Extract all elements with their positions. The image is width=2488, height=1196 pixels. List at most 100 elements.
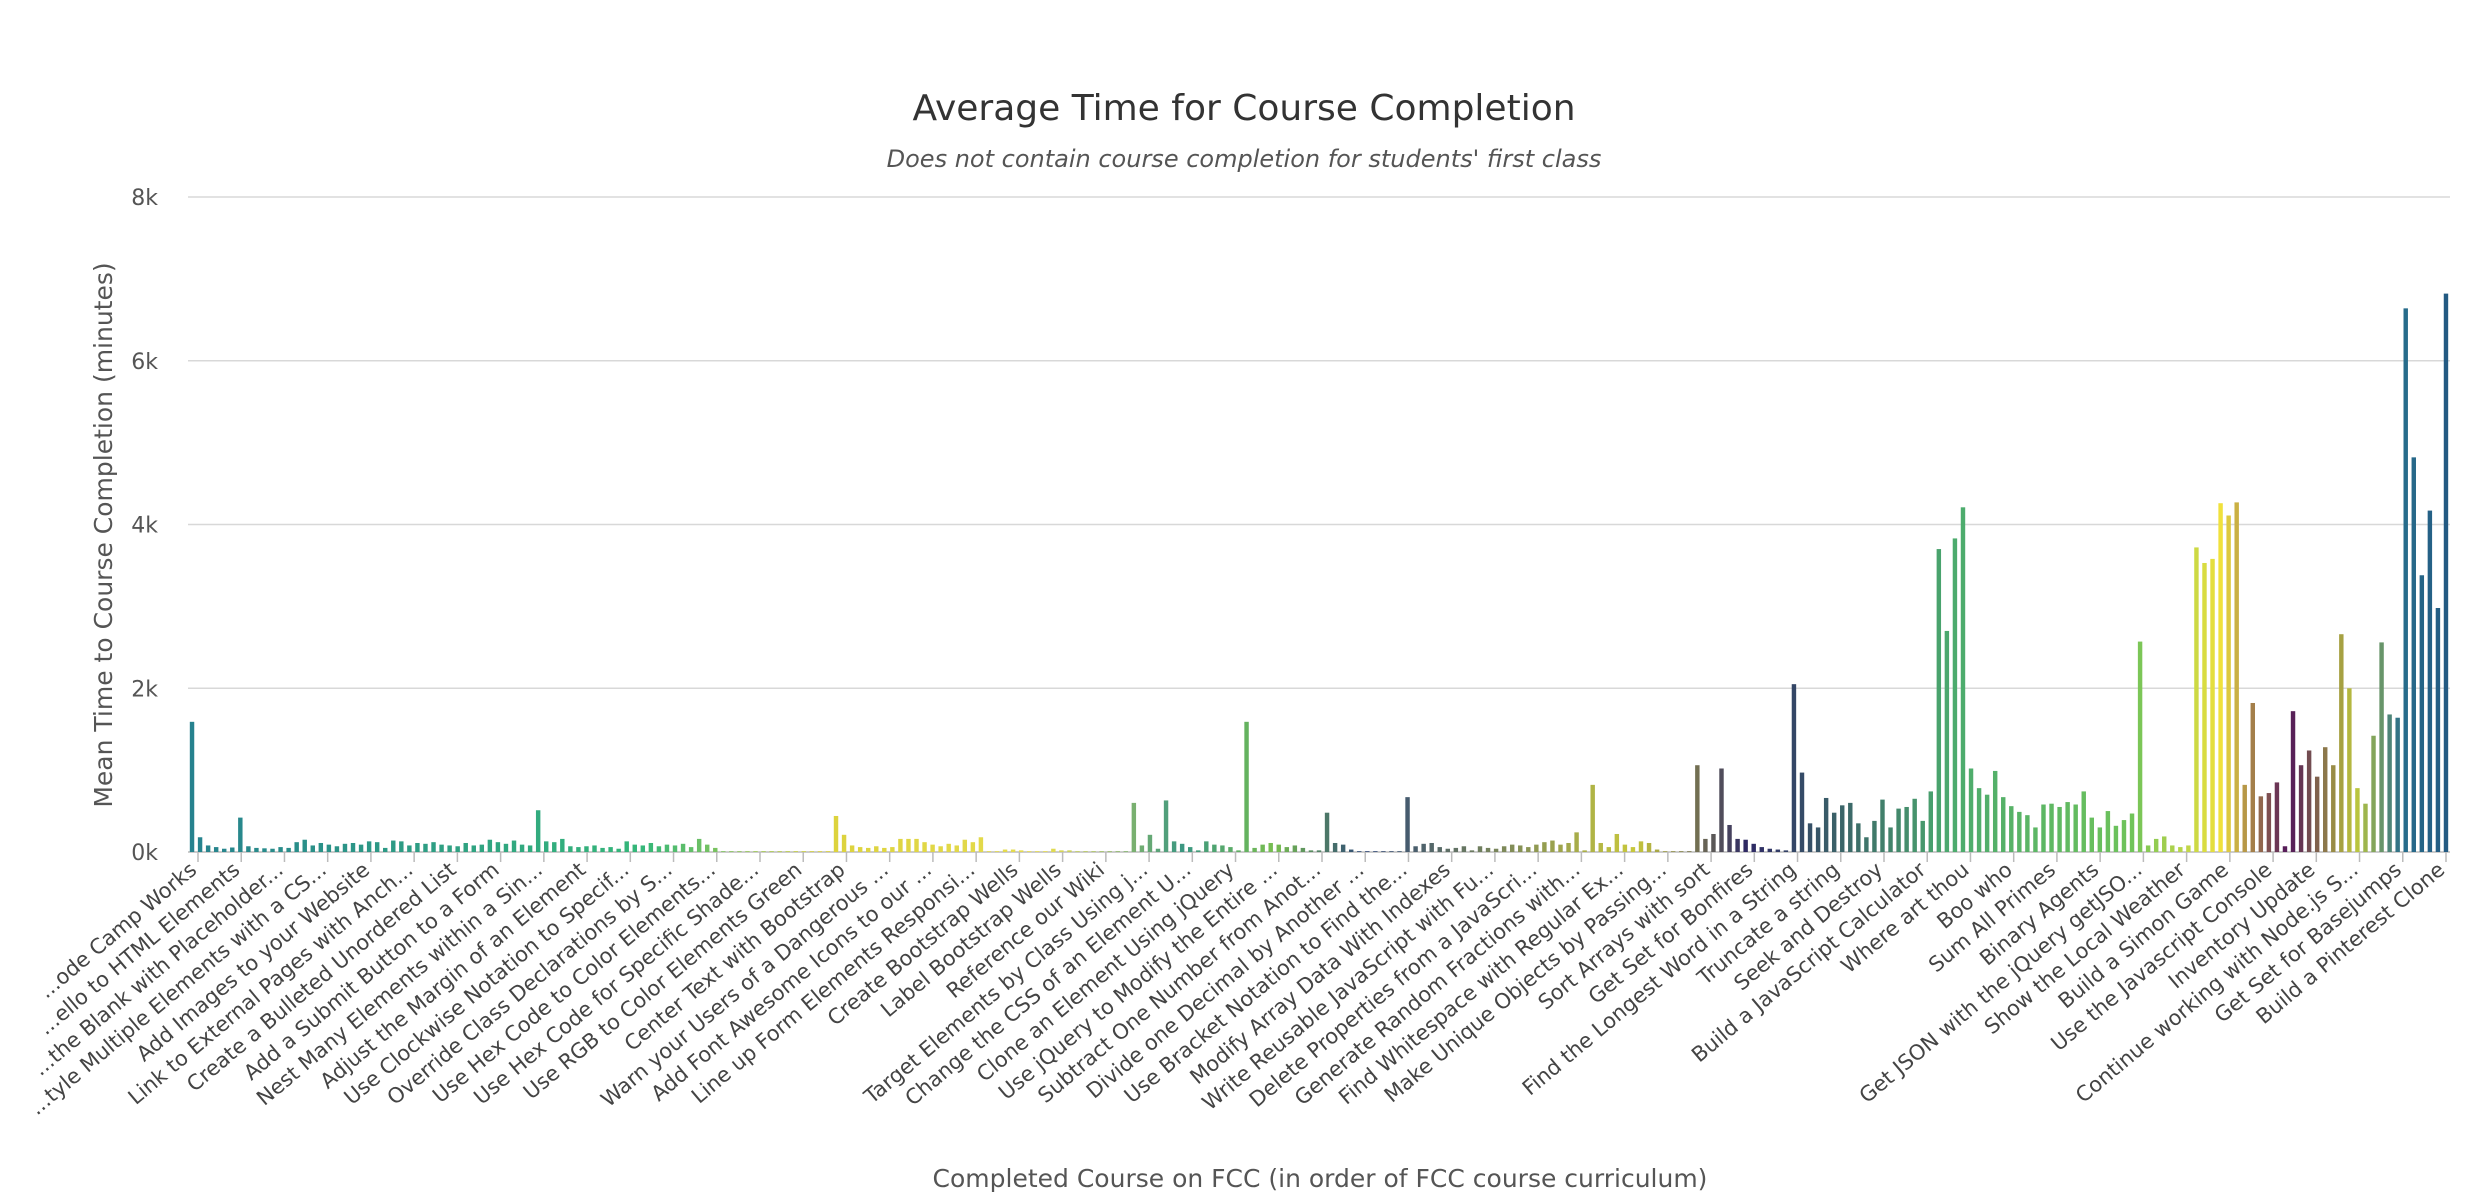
bar: [2226, 515, 2231, 852]
bar: [2282, 846, 2288, 852]
bar: [793, 851, 798, 852]
bar: [1928, 791, 1933, 852]
bar: [962, 839, 968, 852]
bar: [2162, 836, 2167, 852]
bar: [463, 842, 468, 852]
y-axis-ticks: 0k 2k 4k 6k 8k: [131, 186, 158, 866]
bar: [1348, 849, 1354, 852]
chart-subtitle: Does not contain course completion for s…: [886, 145, 1602, 173]
bar: [1984, 794, 1990, 852]
bar: [2427, 510, 2433, 852]
bar: [2033, 827, 2038, 852]
bar: [1461, 846, 1467, 852]
bar: [1880, 799, 1885, 852]
bar: [2202, 562, 2207, 852]
bar: [1646, 842, 1652, 852]
bar: [358, 844, 364, 852]
bar: [632, 844, 637, 852]
bar: [1445, 848, 1451, 852]
bar: [1598, 842, 1603, 852]
bar: [1236, 850, 1241, 852]
bar: [1196, 850, 1201, 852]
bar: [1711, 833, 1716, 852]
bar: [1155, 848, 1161, 852]
bar: [2017, 811, 2022, 852]
bar: [1638, 841, 1644, 852]
bar: [1751, 843, 1756, 852]
bar: [1035, 851, 1040, 852]
bar: [1759, 847, 1764, 852]
bar: [1260, 844, 1265, 852]
bar: [1413, 846, 1418, 852]
bar: [318, 842, 324, 852]
bar: [1936, 549, 1942, 852]
bar: [1976, 788, 1982, 852]
bar: [1332, 842, 1338, 852]
bar: [2089, 817, 2094, 852]
bar: [1107, 851, 1112, 852]
bar: [1091, 851, 1096, 852]
bar: [713, 847, 718, 852]
bar: [2137, 641, 2143, 852]
bar: [294, 842, 299, 852]
bar: [552, 842, 557, 852]
bar: [1228, 847, 1233, 852]
bar: [729, 851, 734, 852]
bar: [906, 838, 911, 852]
bar: [2153, 838, 2159, 852]
bar: [431, 842, 436, 852]
bar: [1630, 847, 1636, 852]
bar: [1968, 768, 1974, 852]
bar: [1912, 798, 1917, 852]
bar: [600, 847, 605, 852]
bar: [1429, 842, 1434, 852]
y-tick-label: 6k: [131, 350, 158, 375]
bar: [399, 841, 404, 852]
bar: [1582, 850, 1587, 852]
bar: [568, 846, 573, 852]
bar: [342, 843, 348, 852]
bar: [278, 847, 283, 852]
bar: [2001, 797, 2006, 852]
bar: [423, 843, 428, 852]
bar: [1823, 797, 1829, 852]
bar: [1026, 851, 1032, 852]
bar: [833, 815, 839, 852]
y-tick-label: 8k: [131, 186, 158, 211]
bar: [1896, 808, 1901, 852]
bar: [1051, 848, 1056, 852]
bar: [1292, 845, 1298, 852]
bar: [1831, 812, 1837, 852]
bar: [407, 845, 412, 852]
bar: [1703, 838, 1708, 852]
bar: [1043, 851, 1048, 852]
bar: [1083, 851, 1088, 852]
bar: [1566, 842, 1571, 852]
bar: [2145, 845, 2151, 852]
bar: [592, 845, 597, 852]
bar: [898, 838, 903, 852]
bar: [1179, 843, 1185, 852]
bar: [1864, 837, 1869, 852]
bar: [1735, 838, 1740, 852]
bar: [2258, 796, 2264, 852]
bar: [2314, 776, 2320, 852]
bar: [1171, 841, 1177, 852]
bar: [874, 846, 879, 852]
x-axis-ticks: ...ode Camp Works...ello to HTML Element…: [25, 852, 2449, 1120]
bar: [2387, 714, 2392, 852]
bar: [1944, 630, 1950, 852]
bar: [1340, 844, 1346, 852]
bar: [648, 842, 654, 852]
bar: [624, 841, 629, 852]
y-tick-label: 4k: [131, 514, 158, 539]
bar: [1526, 847, 1531, 852]
bar: [1437, 847, 1442, 852]
bar: [970, 842, 976, 852]
bar: [986, 851, 992, 852]
bar: [1920, 820, 1925, 852]
bar: [1099, 851, 1104, 852]
bar: [1992, 770, 1998, 852]
bar: [2025, 815, 2030, 852]
bar: [1960, 507, 1966, 852]
